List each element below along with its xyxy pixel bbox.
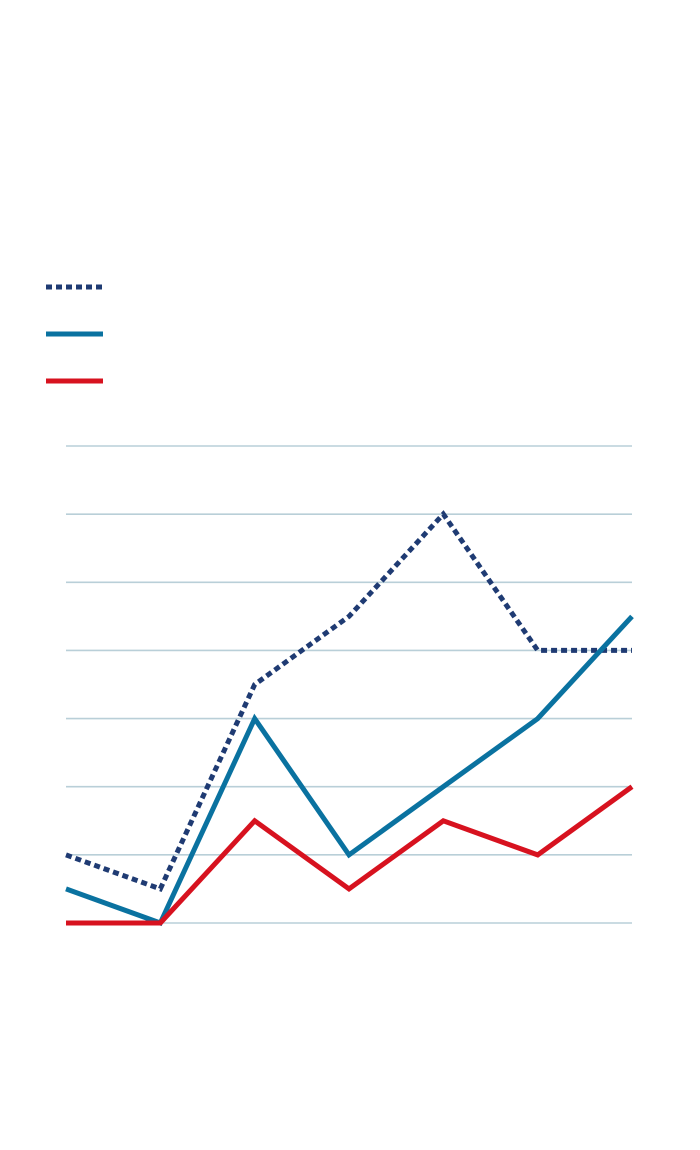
series-line-1	[65, 510, 632, 893]
series-line-2	[65, 614, 634, 927]
chart-legend	[46, 284, 103, 384]
chart-series-group	[65, 510, 634, 927]
series-line-3	[66, 784, 634, 926]
